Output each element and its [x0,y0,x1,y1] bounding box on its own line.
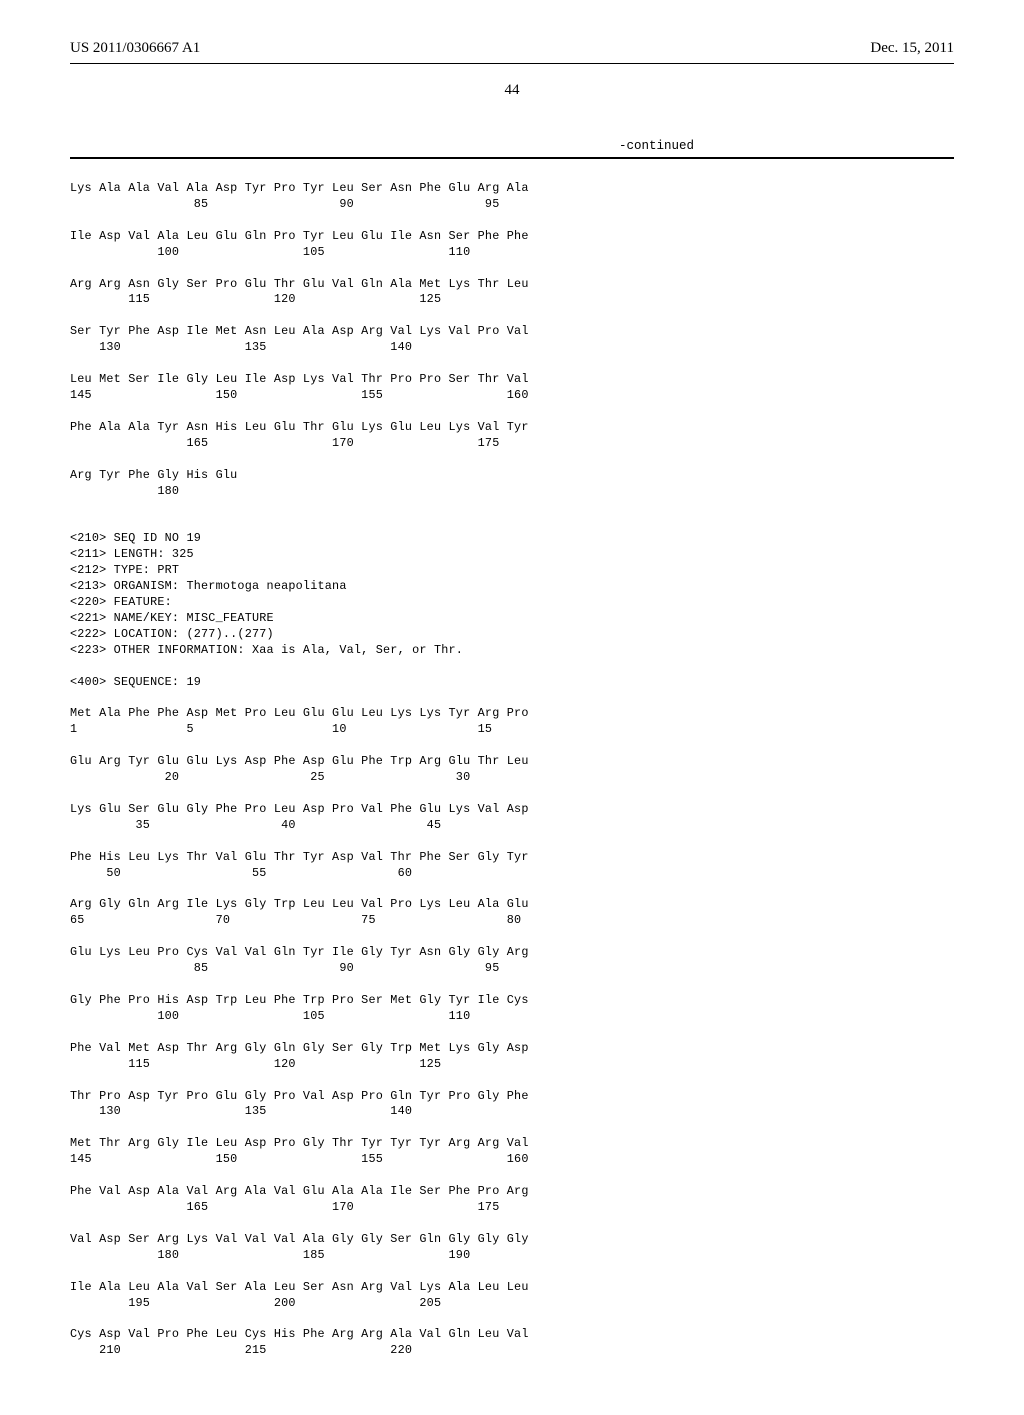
pub-number: US 2011/0306667 A1 [70,40,200,57]
page-number: 44 [70,82,954,99]
continued-rule [70,157,954,159]
header-rule [70,63,954,64]
pub-date: Dec. 15, 2011 [870,40,954,57]
page-container: US 2011/0306667 A1 Dec. 15, 2011 44 -con… [0,0,1024,1415]
continued-label: -continued [70,139,954,153]
page-header: US 2011/0306667 A1 Dec. 15, 2011 [70,40,954,57]
sequence-listing: Lys Ala Ala Val Ala Asp Tyr Pro Tyr Leu … [70,181,954,1375]
